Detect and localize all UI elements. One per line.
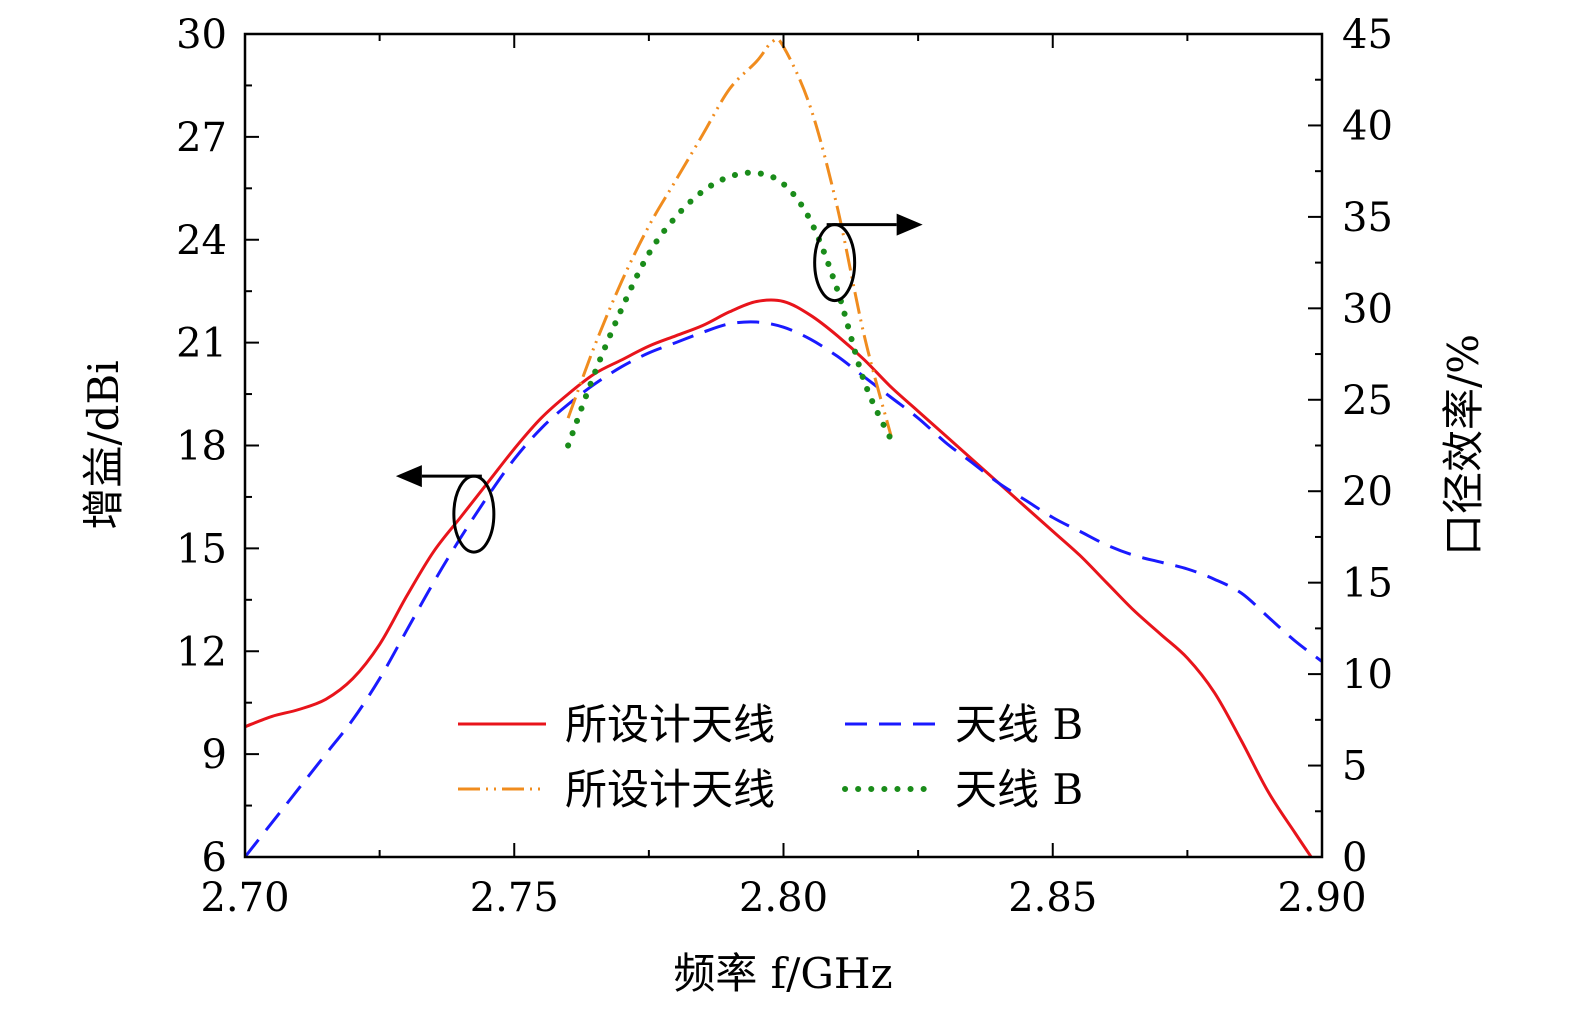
y-left-tick-label: 27 [176,115,227,161]
y-left-tick-label: 24 [176,218,227,264]
y-right-tick-label: 15 [1342,561,1393,607]
annotation-arrow-head [395,465,422,488]
annotation-ellipse [452,474,496,554]
x-axis-title: 频率 f/GHz [673,949,892,998]
y-right-tick-label: 45 [1342,12,1393,58]
x-tick-label: 2.80 [739,875,828,921]
y-left-tick-label: 18 [176,424,227,470]
y-right-axis-title: 口径效率/% [1439,334,1488,556]
y-right-tick-label: 10 [1342,652,1393,698]
y-right-tick-label: 35 [1342,195,1393,241]
legend-label-antenna-b-gain: 天线 B [955,700,1083,749]
x-tick-label: 2.90 [1277,875,1366,921]
y-left-tick-label: 21 [176,321,227,367]
legend: 所设计天线 天线 B 所设计天线 天线 B [458,700,1083,814]
y-left-tick-label: 15 [176,526,227,572]
y-right-tick-label: 5 [1342,744,1367,790]
legend-label-antenna-b-efficiency: 天线 B [955,765,1083,814]
series-antenna-b-gain [243,320,1323,858]
y-left-axis-title: 增益/dBi [79,360,128,529]
y-right-tick-label: 20 [1342,469,1393,515]
x-tick-label: 2.85 [1008,875,1097,921]
y-left-tick-label: 6 [202,835,227,881]
legend-label-designed-gain: 所设计天线 [565,700,775,749]
axis-ticks [244,33,1323,858]
series-designed-gain [244,298,1313,858]
legend-label-designed-efficiency: 所设计天线 [565,765,775,814]
x-tick-label: 2.70 [200,875,289,921]
annotations [395,213,923,554]
y-right-tick-label: 40 [1342,103,1393,149]
tick-labels: 2.70 2.75 2.80 2.85 2.90 6 9 12 15 18 21 24 27 30 0 5 10… [176,12,1393,921]
series-antenna-b-efficiency [565,169,895,449]
plot-frame [243,32,1324,859]
y-right-tick-label: 25 [1342,378,1393,424]
y-left-tick-label: 12 [176,629,227,675]
annotation-arrow-head [896,213,923,236]
series-designed-efficiency [566,37,893,437]
y-left-tick-label: 9 [202,732,227,778]
y-right-tick-label: 30 [1342,286,1393,332]
series-lines [243,37,1323,858]
y-left-tick-label: 30 [176,12,227,58]
y-right-tick-label: 0 [1342,835,1367,881]
x-tick-label: 2.75 [470,875,559,921]
